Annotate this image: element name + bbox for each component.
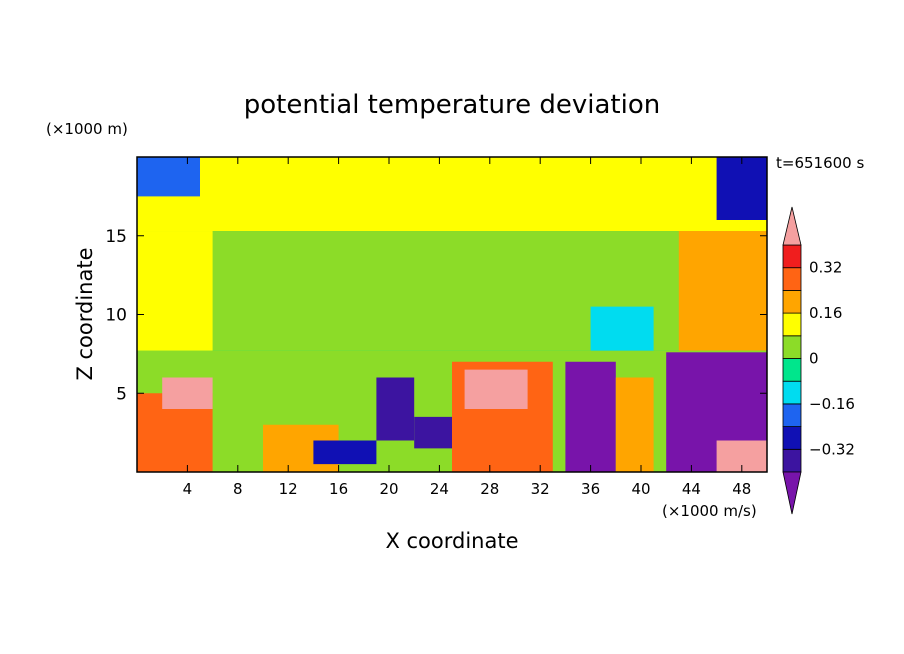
contour-region-5 [137, 231, 213, 351]
x-tick-label: 12 [279, 480, 298, 498]
x-tick-label: 4 [183, 480, 193, 498]
colorbar-tick-label: −0.16 [809, 395, 855, 413]
contour-region-18 [615, 377, 654, 472]
colorbar-tick-label: −0.32 [809, 440, 855, 458]
time-label: t=651600 s [776, 154, 864, 172]
contour-region-2 [716, 157, 767, 220]
x-tick-label: 48 [732, 480, 751, 498]
colorbar-swatch [782, 403, 802, 427]
colorbar-swatch [782, 244, 802, 269]
y-tick-label: 5 [116, 384, 127, 404]
contour-regions [137, 157, 767, 472]
colorbar-swatch [782, 448, 802, 473]
x-tick-label: 16 [329, 480, 348, 498]
y-axis: 5 10 15 [105, 227, 767, 404]
colorbar-tick-label: 0 [809, 350, 819, 368]
x-tick-label: 44 [682, 480, 701, 498]
contour-region-16 [464, 369, 528, 409]
colorbar-tick-label: 0.32 [809, 259, 842, 277]
contour-region-3 [263, 157, 591, 197]
x-tick-label: 8 [233, 480, 243, 498]
colorbar-swatch [782, 335, 802, 359]
x-unit-label: (×1000 m/s) [662, 502, 757, 520]
colorbar-over-triangle [782, 206, 802, 246]
colorbar: 0.32 0.16 0 −0.16 −0.32 [782, 206, 855, 515]
colorbar-swatch [782, 289, 802, 314]
y-tick-label: 10 [105, 306, 127, 326]
x-tick-label: 40 [631, 480, 650, 498]
contour-region-17 [565, 361, 616, 472]
x-axis-label: X coordinate [385, 529, 518, 553]
x-tick-label: 36 [581, 480, 600, 498]
x-tick-label: 28 [480, 480, 499, 498]
x-tick-label: 24 [430, 480, 449, 498]
colorbar-under-triangle [782, 471, 802, 515]
contour-region-1 [137, 157, 200, 197]
contour-region-7 [590, 306, 654, 351]
colorbar-swatch [782, 267, 802, 291]
chart-title: potential temperature deviation [244, 90, 660, 120]
colorbar-swatch [782, 312, 802, 337]
colorbar-tick-label: 0.16 [809, 304, 842, 322]
contour-region-4 [137, 231, 767, 351]
x-tick-label: 32 [531, 480, 550, 498]
colorbar-swatch [782, 380, 802, 405]
contour-region-6 [678, 231, 767, 351]
x-axis: 4 8 12 16 20 24 28 32 36 40 44 48 [183, 157, 751, 498]
colorbar-swatch [782, 358, 802, 382]
y-axis-label: Z coordinate [73, 247, 97, 380]
contour-region-12 [313, 440, 377, 465]
y-unit-label: (×1000 m) [46, 120, 128, 138]
y-tick-label: 15 [105, 227, 127, 247]
x-tick-label: 20 [379, 480, 398, 498]
contour-region-13 [376, 377, 415, 441]
colorbar-swatch [782, 426, 802, 450]
contour-region-10 [162, 377, 213, 409]
